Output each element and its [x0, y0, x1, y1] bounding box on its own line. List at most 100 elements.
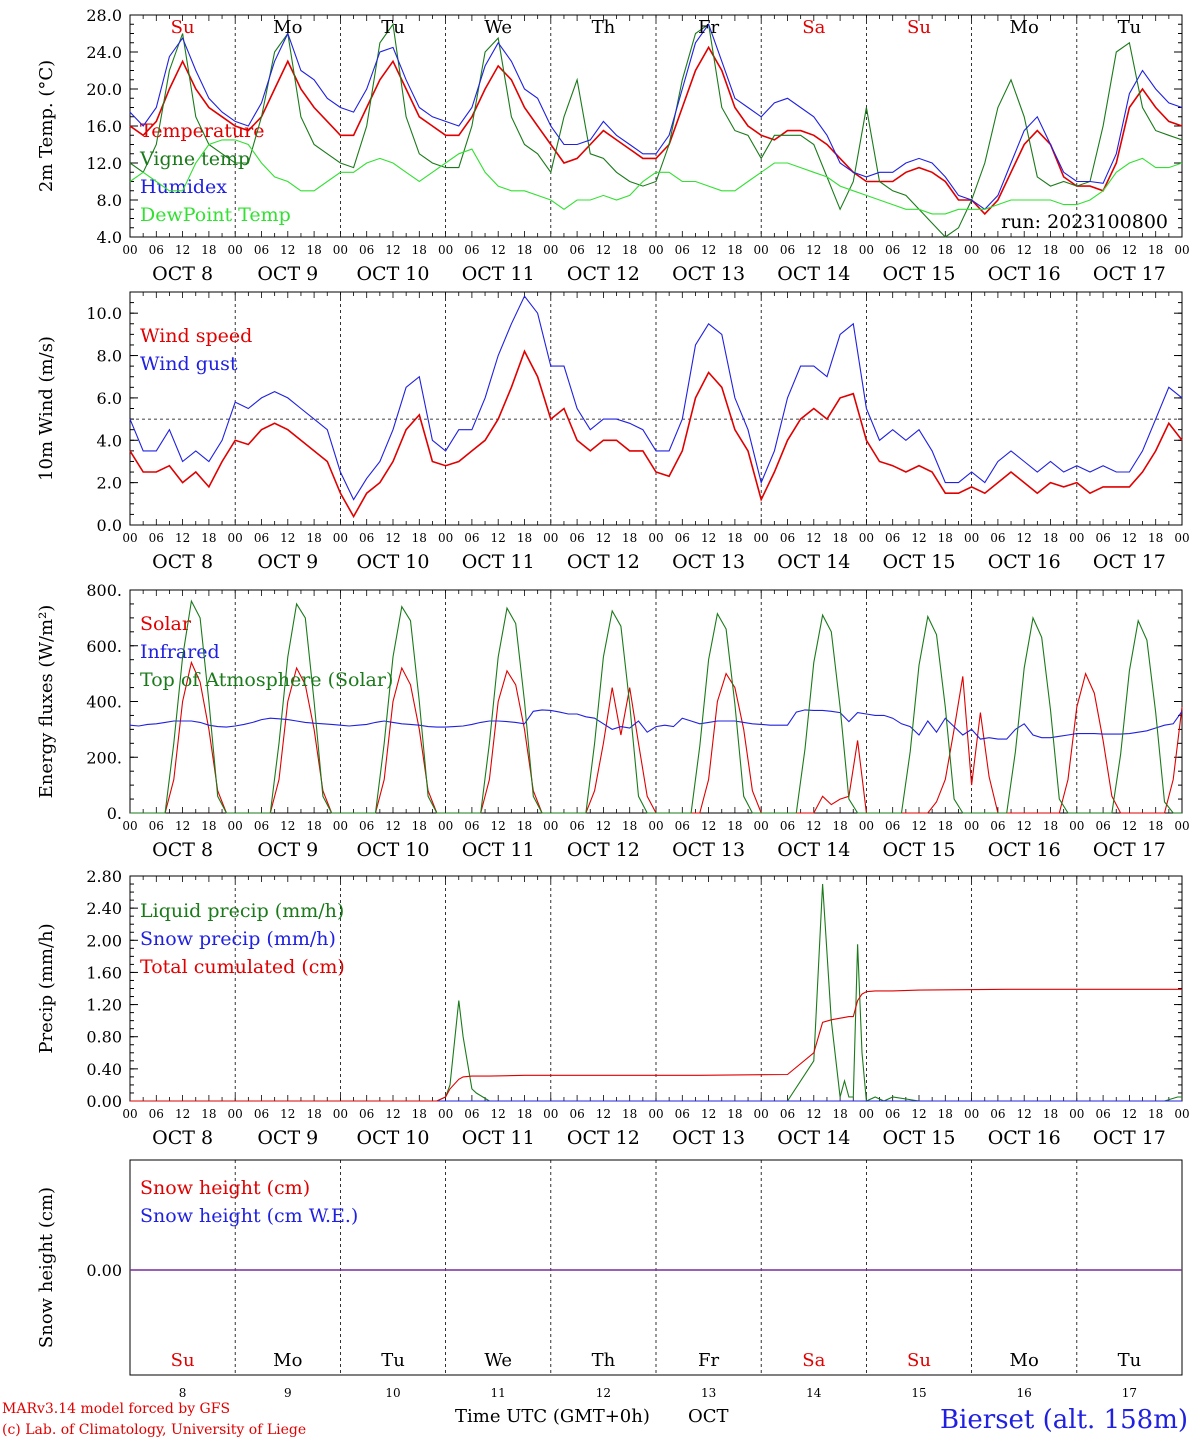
hour-label: 00 [543, 531, 558, 545]
hour-label: 06 [254, 531, 269, 545]
hour-label: 18 [201, 1107, 216, 1121]
hour-label: 06 [359, 819, 374, 833]
date-label: OCT 9 [257, 551, 318, 573]
hour-label: 12 [911, 531, 926, 545]
date-label: OCT 11 [462, 263, 535, 285]
hour-label: 00 [543, 1107, 558, 1121]
series-line-2 [129, 22, 1183, 238]
hour-label: 18 [1148, 243, 1163, 257]
hour-label: 06 [149, 1107, 164, 1121]
hour-label: 00 [1174, 1107, 1189, 1121]
legend-entry: Snow precip (mm/h) [140, 928, 336, 950]
hour-label: 06 [1095, 1107, 1110, 1121]
hour-label: 18 [1043, 243, 1058, 257]
legend-entry: Infrared [140, 641, 220, 663]
legend-entry: Liquid precip (mm/h) [140, 900, 344, 922]
hour-label: 06 [464, 1107, 479, 1121]
date-label: OCT 8 [152, 1127, 213, 1149]
day-number-label: 11 [491, 1386, 506, 1400]
hour-label: 06 [464, 243, 479, 257]
hour-label: 12 [1017, 531, 1032, 545]
hour-label: 00 [964, 1107, 979, 1121]
hour-label: 18 [306, 819, 321, 833]
y-tick-label: 2.00 [86, 931, 122, 950]
weekday-label: We [484, 17, 512, 38]
hour-label: 18 [938, 243, 953, 257]
hour-label: 00 [754, 531, 769, 545]
hour-label: 18 [306, 531, 321, 545]
y-tick-label: 0.80 [86, 1028, 122, 1047]
hour-label: 18 [517, 819, 532, 833]
y-tick-label: 600. [86, 637, 122, 656]
hour-label: 12 [1122, 531, 1137, 545]
hour-label: 12 [175, 1107, 190, 1121]
hour-label: 06 [675, 531, 690, 545]
y-tick-label: 800. [86, 581, 122, 600]
date-label: OCT 12 [567, 551, 640, 573]
hour-label: 12 [1122, 819, 1137, 833]
hour-label: 00 [333, 819, 348, 833]
y-tick-label: 0.0 [97, 516, 122, 535]
date-label: OCT 10 [356, 1127, 429, 1149]
hour-label: 06 [1095, 531, 1110, 545]
series-line-2 [129, 295, 1183, 501]
date-label: OCT 16 [988, 839, 1061, 861]
hour-label: 06 [1095, 243, 1110, 257]
hour-label: 06 [1095, 819, 1110, 833]
hour-label: 18 [412, 819, 427, 833]
hour-label: 06 [675, 1107, 690, 1121]
hour-label: 00 [438, 243, 453, 257]
panel-3: 0. 200. 400. 600. 800. Energy fluxes (W/m²) So… [36, 581, 1190, 861]
hour-label: 06 [990, 531, 1005, 545]
hour-label: 18 [727, 531, 742, 545]
hour-label: 00 [754, 1107, 769, 1121]
hour-label: 18 [938, 819, 953, 833]
hour-label: 06 [885, 1107, 900, 1121]
y-axis-label: 10m Wind (m/s) [36, 336, 57, 481]
hour-label: 18 [1148, 819, 1163, 833]
weekday-label: Tu [1118, 1350, 1142, 1371]
hour-label: 12 [491, 819, 506, 833]
y-axis-label: 2m Temp. (°C) [36, 60, 57, 192]
hour-label: 06 [569, 243, 584, 257]
weekday-label: Tu [381, 1350, 405, 1371]
day-number-label: 10 [385, 1386, 400, 1400]
hour-label: 18 [1043, 819, 1058, 833]
hour-label: 18 [201, 243, 216, 257]
weekday-label: Su [907, 17, 931, 38]
hour-label: 18 [412, 1107, 427, 1121]
y-tick-label: 8.0 [97, 347, 122, 366]
hour-label: 00 [1069, 819, 1084, 833]
date-label: OCT 10 [356, 839, 429, 861]
weekday-label: Mo [1010, 17, 1039, 38]
panel-4: 0.00 0.40 0.80 1.20 1.60 2.00 2.40 2.80 Precip (… [36, 867, 1190, 1149]
date-label: OCT 16 [988, 551, 1061, 573]
day-number-label: 17 [1122, 1386, 1137, 1400]
hour-label: 18 [517, 243, 532, 257]
hour-label: 06 [885, 531, 900, 545]
hour-label: 12 [596, 243, 611, 257]
hour-label: 12 [806, 243, 821, 257]
hour-label: 18 [938, 531, 953, 545]
date-label: OCT 10 [356, 551, 429, 573]
hour-label: 06 [675, 243, 690, 257]
y-tick-label: 0. [107, 804, 122, 823]
hour-label: 12 [385, 1107, 400, 1121]
hour-label: 00 [122, 531, 137, 545]
series-line-1 [129, 45, 1183, 216]
date-label: OCT 11 [462, 839, 535, 861]
weekday-label: Su [171, 1350, 195, 1371]
date-label: OCT 16 [988, 263, 1061, 285]
hour-label: 18 [832, 531, 847, 545]
hour-label: 12 [911, 819, 926, 833]
y-tick-label: 28.0 [86, 6, 122, 25]
date-label: OCT 8 [152, 551, 213, 573]
y-tick-label: 0.00 [86, 1092, 122, 1111]
y-tick-label: 10.0 [86, 304, 122, 323]
weekday-label: Su [171, 17, 195, 38]
date-label: OCT 9 [257, 263, 318, 285]
hour-label: 12 [1122, 243, 1137, 257]
hour-label: 06 [359, 531, 374, 545]
date-label: OCT 12 [567, 1127, 640, 1149]
hour-label: 00 [859, 531, 874, 545]
